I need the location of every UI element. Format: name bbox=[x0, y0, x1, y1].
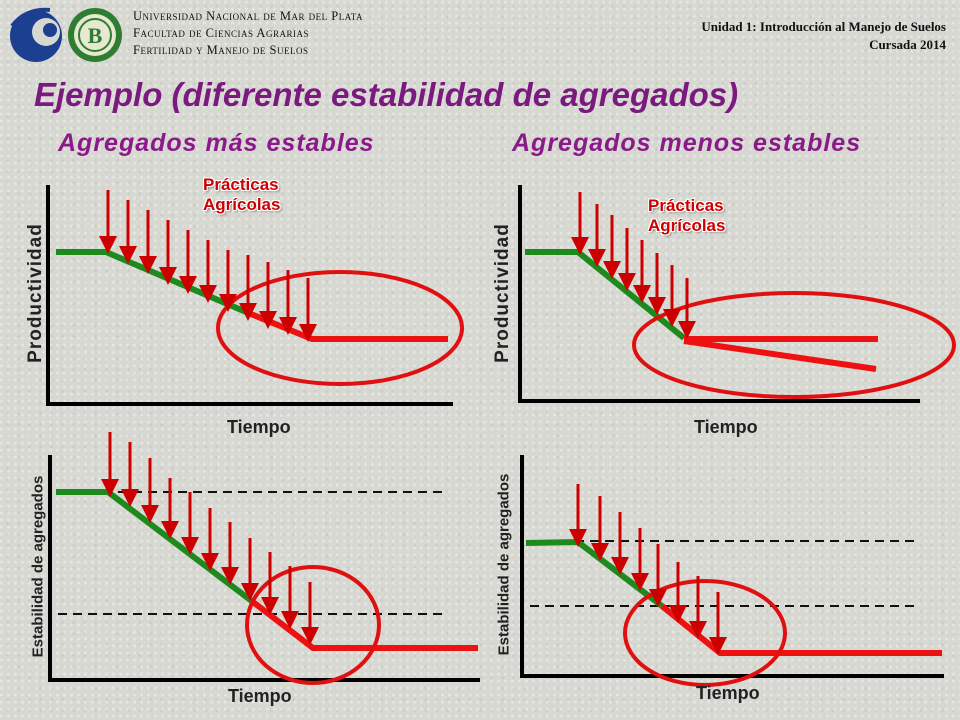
practice-arrows bbox=[569, 484, 727, 655]
course-block: Unidad 1: Introducción al Manejo de Suel… bbox=[701, 18, 946, 54]
right-bottom-xlabel: Tiempo bbox=[696, 683, 760, 703]
green-line bbox=[525, 538, 664, 609]
left-bottom-xlabel: Tiempo bbox=[228, 686, 292, 706]
practices-line1: Prácticas bbox=[203, 175, 279, 194]
left-bottom-ylabel: Estabilidad de agregados bbox=[29, 475, 47, 658]
red-line bbox=[251, 599, 478, 651]
left-top-ylabel: Productividad bbox=[25, 223, 46, 363]
highlight-ellipse bbox=[245, 565, 381, 685]
highlight-ellipse bbox=[632, 291, 956, 399]
red-line bbox=[660, 603, 942, 656]
course-unit: Unidad 1: Introducción al Manejo de Suel… bbox=[701, 19, 946, 34]
panel-top-left bbox=[46, 185, 464, 406]
axes bbox=[46, 185, 453, 406]
red-line bbox=[244, 309, 448, 342]
right-top-xlabel: Tiempo bbox=[694, 417, 758, 437]
right-top-ylabel: Productividad bbox=[492, 223, 513, 363]
right-column-title: Agregados menos estables bbox=[512, 129, 862, 157]
green-line bbox=[56, 489, 255, 605]
axes bbox=[518, 185, 920, 403]
red-line-decline bbox=[683, 338, 877, 372]
practices-line1: Prácticas bbox=[648, 196, 724, 215]
practice-arrows bbox=[571, 192, 696, 339]
department-name: Fertilidad y Manejo de Suelos bbox=[133, 43, 309, 57]
university-name: Universidad Nacional de Mar del Plata bbox=[133, 9, 364, 23]
course-year: Cursada 2014 bbox=[869, 37, 946, 52]
university-logo bbox=[10, 7, 62, 62]
panel-bottom-left bbox=[48, 432, 480, 685]
institution-block: Universidad Nacional de Mar del Plata Fa… bbox=[133, 8, 363, 59]
practice-arrows bbox=[99, 190, 317, 342]
panel-top-right bbox=[518, 185, 956, 403]
slide-title: Ejemplo (diferente estabilidad de agrega… bbox=[34, 76, 739, 113]
panel-bottom-right bbox=[520, 455, 944, 687]
left-practices-label: Prácticas Agrícolas bbox=[203, 175, 280, 215]
faculty-logo: B bbox=[68, 8, 122, 62]
left-top-xlabel: Tiempo bbox=[227, 417, 291, 437]
highlight-ellipse bbox=[623, 579, 787, 687]
green-line bbox=[525, 249, 686, 341]
right-bottom-ylabel: Estabilidad de agregados bbox=[495, 473, 513, 656]
left-column-title: Agregados más estables bbox=[58, 129, 375, 157]
practices-line2: Agrícolas bbox=[648, 216, 726, 235]
practices-line2: Agrícolas bbox=[203, 195, 281, 214]
practice-arrows bbox=[101, 432, 319, 645]
axes bbox=[520, 455, 944, 678]
faculty-name: Facultad de Ciencias Agrarias bbox=[133, 26, 309, 40]
faculty-logo-letter: B bbox=[88, 23, 103, 48]
right-practices-label: Prácticas Agrícolas bbox=[648, 196, 725, 236]
highlight-ellipse bbox=[216, 270, 464, 386]
green-line bbox=[56, 249, 248, 315]
